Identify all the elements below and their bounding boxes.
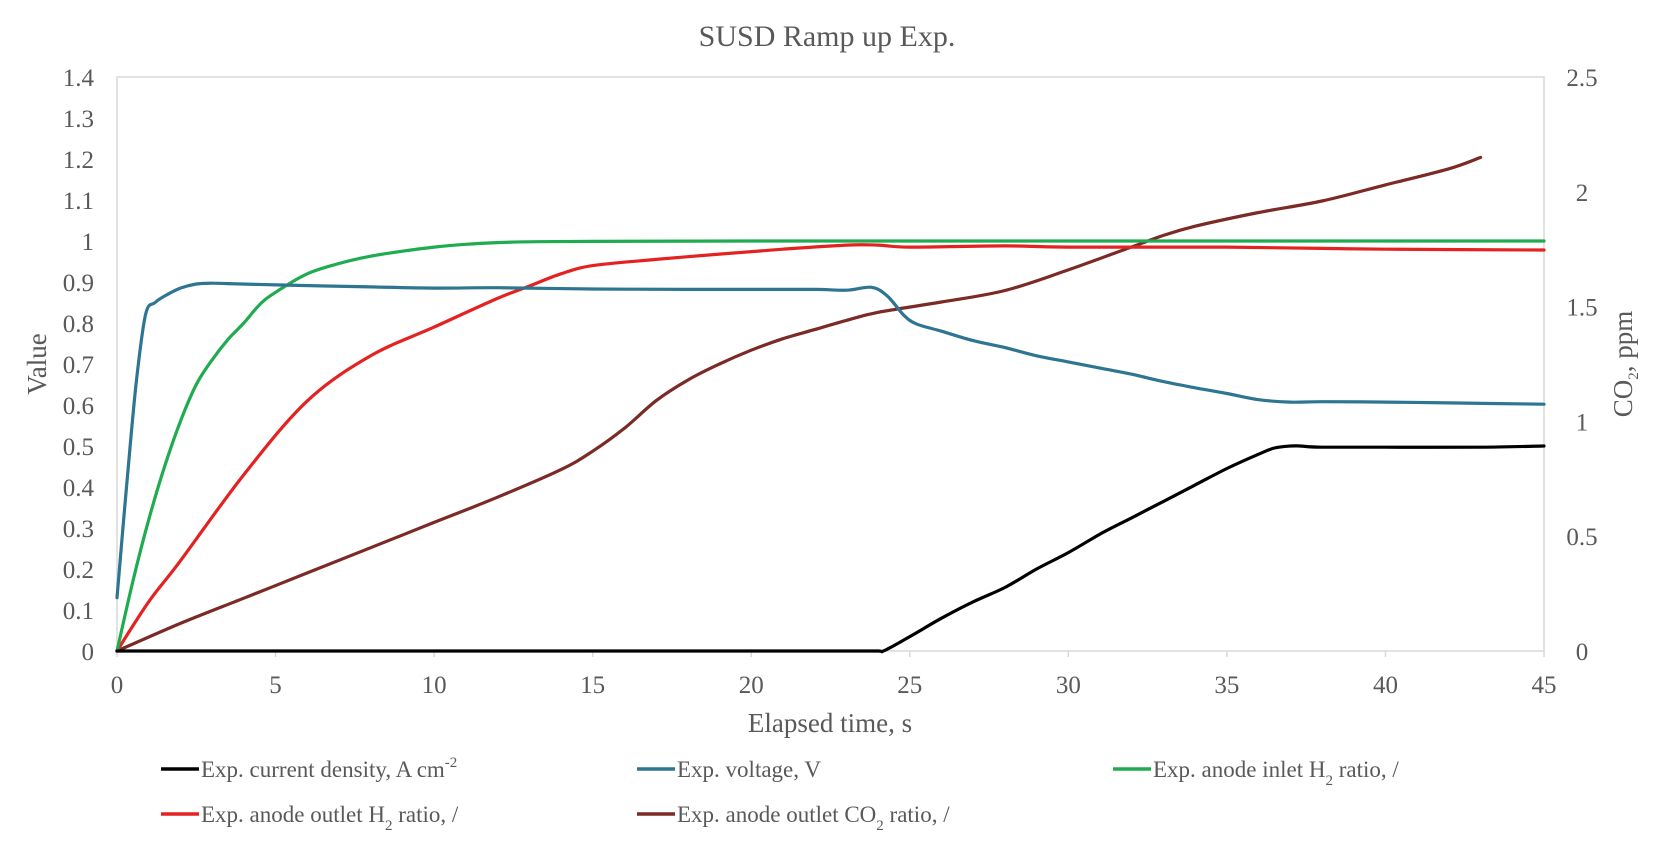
series-lines	[115, 155, 1546, 654]
legend-label: Exp. anode outlet CO2 ratio, /	[677, 802, 950, 834]
y-tick-label: 0.7	[63, 352, 94, 379]
x-axis-ticks: 0 5 10 15 20 25 30 35 40 45	[111, 651, 1557, 699]
y2-axis-label: CO2, ppm	[1608, 311, 1642, 418]
legend-label-rest: ratio, /	[392, 802, 458, 827]
x-axis-label: Elapsed time, s	[748, 708, 912, 738]
y-tick-label: 0.1	[63, 598, 94, 625]
y2-label-sub: 2	[1626, 372, 1642, 380]
series-line-3	[115, 239, 1546, 653]
legend-label-sup: -2	[445, 755, 458, 771]
y-axis-ticks: 0 0.1 0.2 0.3 0.4 0.5 0.6 0.7 0.8 0.9 1 1.1 1.2 1.3 1.…	[63, 65, 95, 666]
y2-tick-label: 2	[1576, 180, 1589, 207]
y-tick-label: 1.2	[63, 147, 94, 174]
legend-label-main: Exp. voltage, V	[677, 757, 821, 782]
x-tick-label: 20	[739, 672, 764, 699]
legend-label-main: Exp. anode outlet CO	[677, 802, 876, 827]
y2-label-main: CO	[1608, 380, 1638, 418]
y2-tick-label: 2.5	[1566, 65, 1597, 92]
y-tick-label: 0	[82, 639, 95, 666]
legend-label-sub: 2	[385, 818, 393, 834]
y-tick-label: 0.8	[63, 311, 94, 338]
y-tick-label: 0.6	[63, 393, 94, 420]
chart-title: SUSD Ramp up Exp.	[699, 20, 956, 53]
x-tick-label: 10	[422, 672, 447, 699]
x-tick-label: 40	[1373, 672, 1398, 699]
series-line-4	[115, 243, 1546, 653]
legend-label: Exp. anode inlet H2 ratio, /	[1153, 757, 1399, 789]
legend-label-main: Exp. anode outlet H	[201, 802, 385, 827]
legend-label: Exp. anode outlet H2 ratio, /	[201, 802, 459, 834]
legend-label-rest: ratio, /	[1333, 757, 1399, 782]
legend-label-main: Exp. current density, A cm	[201, 757, 445, 782]
legend-label-rest: ratio, /	[884, 802, 950, 827]
y-axis-label: Value	[22, 333, 52, 394]
y2-label-rest: , ppm	[1608, 311, 1638, 373]
x-tick-label: 5	[269, 672, 282, 699]
series-line-2	[115, 281, 1546, 600]
y2-tick-label: 1	[1576, 409, 1589, 436]
y2-tick-label: 0.5	[1566, 524, 1597, 551]
y2-axis-ticks: 0 0.5 1 1.5 2 2.5	[1566, 65, 1597, 666]
x-tick-label: 35	[1214, 672, 1239, 699]
x-tick-label: 0	[111, 672, 124, 699]
y-tick-label: 1.3	[63, 106, 94, 133]
series-line-1	[115, 444, 1546, 654]
legend-label: Exp. current density, A cm-2	[201, 755, 457, 782]
x-tick-label: 25	[897, 672, 922, 699]
legend-label-main: Exp. anode inlet H	[1153, 757, 1325, 782]
y-tick-label: 1.1	[63, 188, 94, 215]
legend-label-sub: 2	[876, 818, 884, 834]
x-tick-label: 45	[1532, 672, 1557, 699]
y2-tick-label: 0	[1576, 639, 1589, 666]
y-tick-label: 1	[82, 229, 95, 256]
y-tick-label: 0.9	[63, 270, 94, 297]
x-tick-label: 15	[580, 672, 605, 699]
legend-label-sub: 2	[1325, 773, 1333, 789]
x-tick-label: 30	[1056, 672, 1081, 699]
y-tick-label: 1.4	[63, 65, 95, 92]
y-tick-label: 0.4	[63, 475, 95, 502]
legend: Exp. current density, A cm-2 Exp. voltage…	[161, 755, 1399, 834]
series-line-5	[115, 155, 1483, 653]
legend-label: Exp. voltage, V	[677, 757, 821, 782]
y-tick-label: 0.2	[63, 557, 94, 584]
y2-tick-label: 1.5	[1566, 295, 1597, 322]
y-tick-label: 0.3	[63, 516, 94, 543]
y-tick-label: 0.5	[63, 434, 94, 461]
